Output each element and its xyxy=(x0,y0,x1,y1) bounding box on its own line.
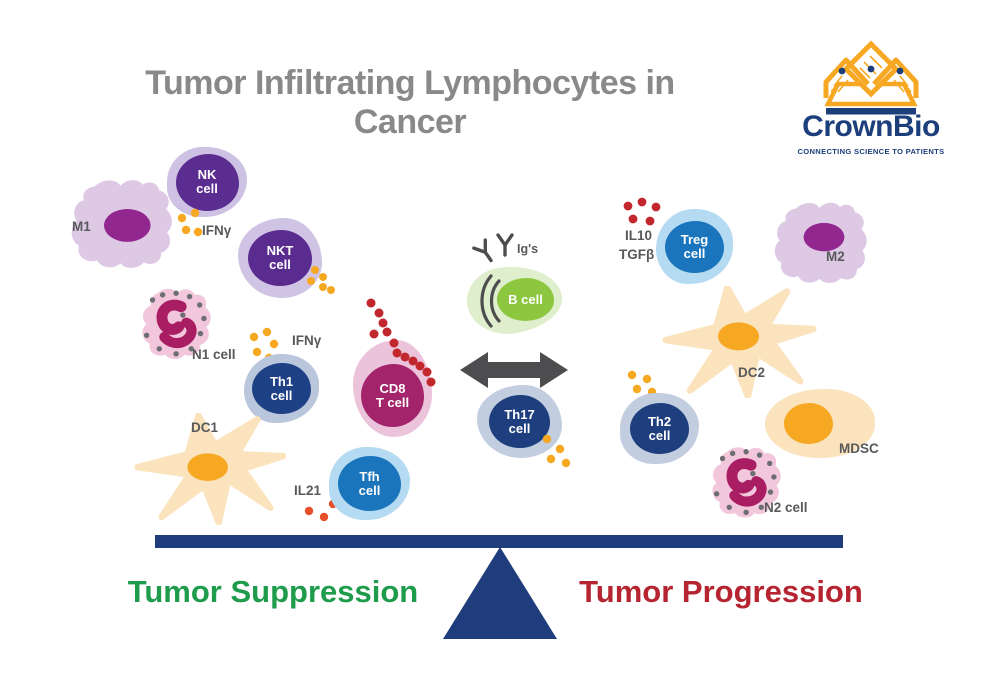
nkt-secretion-dots-icon xyxy=(307,266,335,294)
cell-mdsc-label: MDSC xyxy=(839,441,879,456)
cell-m1-label: M1 xyxy=(72,219,91,234)
logo-brand-text: CrownBio xyxy=(802,110,940,143)
balance-beam xyxy=(155,535,843,548)
cell-treg: Treg cell xyxy=(656,209,733,284)
cell-n2 xyxy=(712,447,781,518)
cell-m2-nucleus xyxy=(803,222,845,252)
logo-tagline: CONNECTING SCIENCE TO PATIENTS xyxy=(797,147,945,156)
cell-tfh: Tfh cell xyxy=(329,447,410,520)
tumor-suppression-label: Tumor Suppression xyxy=(127,574,419,609)
tumor-progression-label: Tumor Progression xyxy=(579,574,863,609)
cell-m2-label: M2 xyxy=(826,249,845,264)
crown-logo-icon xyxy=(823,40,919,115)
cell-dc1-nucleus xyxy=(187,453,228,481)
cell-n1 xyxy=(142,288,211,360)
tgfb-label: TGFβ xyxy=(619,247,655,262)
fulcrum-triangle xyxy=(443,547,557,639)
cell-nk-label: NK cell xyxy=(196,167,218,196)
granzyme-dots-icon xyxy=(366,298,436,387)
cell-dc2-label: DC2 xyxy=(738,365,766,380)
cell-n2-label: N2 cell xyxy=(764,500,808,515)
cell-dc2 xyxy=(662,286,817,398)
cell-m1 xyxy=(71,180,172,268)
cell-th1-label: Th1 cell xyxy=(269,373,294,403)
cell-m2 xyxy=(774,202,867,284)
cell-nkt: NKT cell xyxy=(238,218,322,298)
cell-b: B cell xyxy=(462,259,567,340)
cell-dc1-label: DC1 xyxy=(191,420,219,435)
ifng-th1-label: IFNγ xyxy=(292,333,322,348)
cell-th1: Th1 cell xyxy=(244,354,319,423)
cell-th2-label: Th2 cell xyxy=(647,413,672,443)
cell-th2: Th2 cell xyxy=(620,393,699,464)
cell-th17-label: Th17 cell xyxy=(504,406,535,436)
cell-treg-label: Treg cell xyxy=(680,231,709,261)
cell-th17: Th17 cell xyxy=(477,385,562,458)
cell-n1-label: N1 cell xyxy=(192,347,236,362)
cell-dc1 xyxy=(134,413,286,525)
cell-b-label: B cell xyxy=(508,291,543,307)
il21-label: IL21 xyxy=(294,483,322,498)
ifng-nk-dots-icon xyxy=(177,208,203,237)
il10-tgfb-dots-icon xyxy=(623,197,661,226)
il10-label: IL10 xyxy=(625,228,653,243)
ifng-nk-label: IFNγ xyxy=(202,223,232,238)
page-title: Tumor Infiltrating Lymphocytes in Cancer xyxy=(145,64,675,141)
cell-m1-nucleus xyxy=(104,208,151,242)
antibody-y-icon xyxy=(472,233,514,263)
bcell-arcs-icon xyxy=(480,274,501,328)
th17-dots-icon xyxy=(542,434,571,468)
cell-cd8-label: CD8 T cell xyxy=(375,380,410,410)
cell-mdsc xyxy=(765,389,875,458)
igs-label: Ig's xyxy=(517,242,539,256)
bidirectional-arrow-icon xyxy=(460,352,568,388)
cell-tfh-label: Tfh cell xyxy=(358,468,381,498)
cell-nk: NK cell xyxy=(167,147,247,217)
cell-cd8: CD8 T cell xyxy=(353,340,432,437)
cell-dc2-nucleus xyxy=(718,322,760,351)
cell-nkt-label: NKT cell xyxy=(266,243,294,272)
